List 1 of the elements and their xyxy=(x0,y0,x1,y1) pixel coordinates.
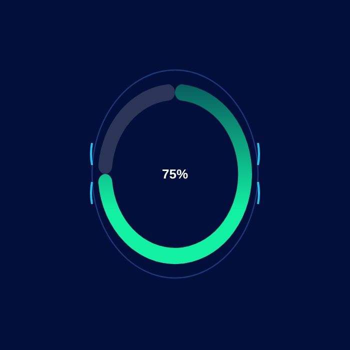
data-label: 75% xyxy=(162,166,188,182)
